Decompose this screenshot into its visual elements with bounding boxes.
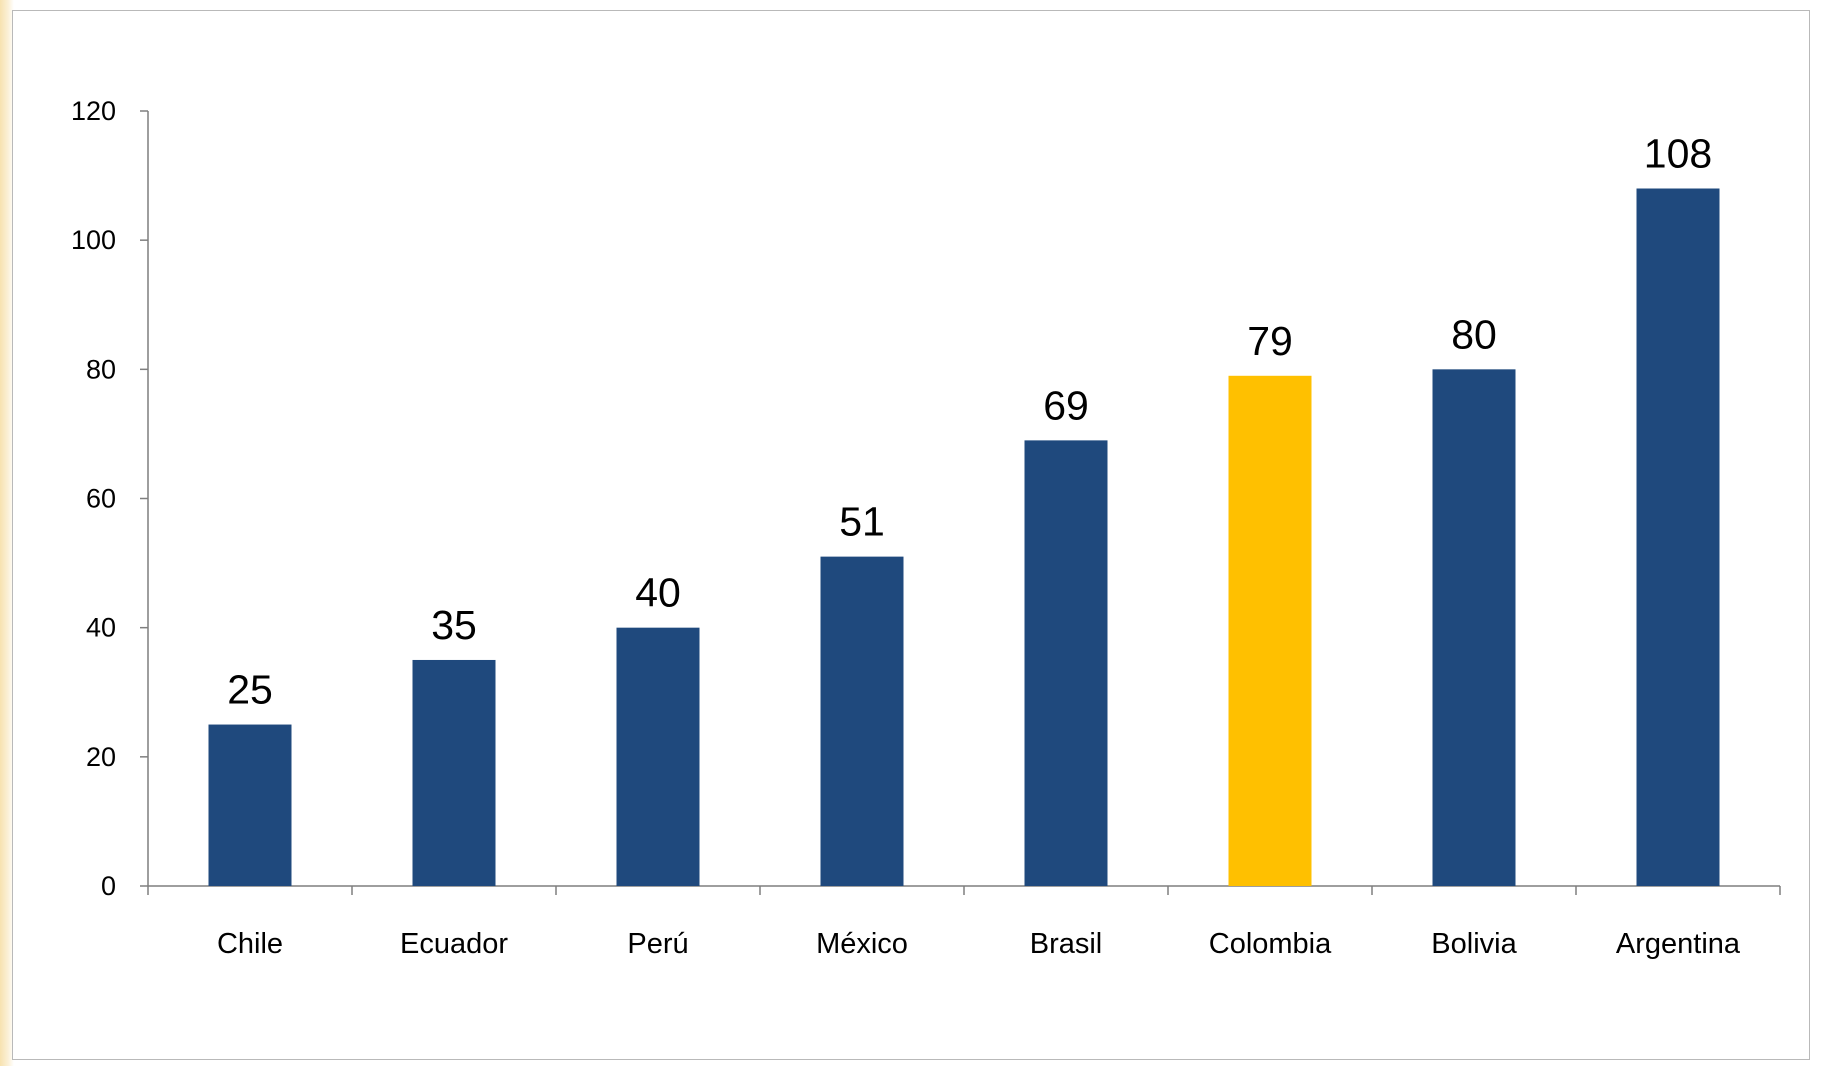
data-label: 108	[1644, 131, 1712, 177]
data-labels: 25 35 40 51 69 79 80 108	[227, 131, 1712, 713]
category-label: Perú	[627, 928, 688, 960]
category-labels: Chile Ecuador Perú México Brasil Colombia Boli…	[217, 928, 1741, 960]
bar-colombia	[1228, 375, 1312, 886]
bar-chile	[208, 724, 292, 886]
bar-ecuador	[412, 659, 496, 886]
bar-bolivia	[1432, 369, 1516, 886]
bar-argentina	[1636, 188, 1720, 886]
category-label: Colombia	[1209, 928, 1332, 960]
y-tick-label: 100	[71, 225, 116, 255]
data-label: 25	[227, 667, 273, 713]
category-label: Ecuador	[400, 928, 508, 960]
y-tick-label: 20	[86, 742, 116, 772]
y-tick-label: 80	[86, 354, 116, 384]
data-label: 79	[1247, 318, 1293, 364]
y-tick-label: 0	[101, 871, 116, 901]
y-axis: 0 20 40 60 80 100 120	[71, 96, 149, 901]
y-tick-label: 40	[86, 613, 116, 643]
category-label: Bolivia	[1431, 928, 1517, 960]
y-tick-label: 60	[86, 484, 116, 514]
category-label: México	[816, 928, 908, 960]
bar-méxico	[820, 556, 904, 886]
data-label: 35	[431, 602, 477, 648]
y-tick-label: 120	[71, 96, 116, 126]
category-label: Brasil	[1030, 928, 1103, 960]
bar-perú	[616, 627, 700, 886]
category-label: Argentina	[1616, 928, 1741, 960]
data-label: 51	[839, 499, 885, 545]
data-label: 80	[1451, 311, 1497, 357]
data-label: 40	[635, 570, 681, 616]
bars	[208, 188, 1720, 886]
x-axis	[147, 885, 1781, 895]
bar-brasil	[1024, 440, 1108, 886]
data-label: 69	[1043, 382, 1089, 428]
category-label: Chile	[217, 928, 283, 960]
